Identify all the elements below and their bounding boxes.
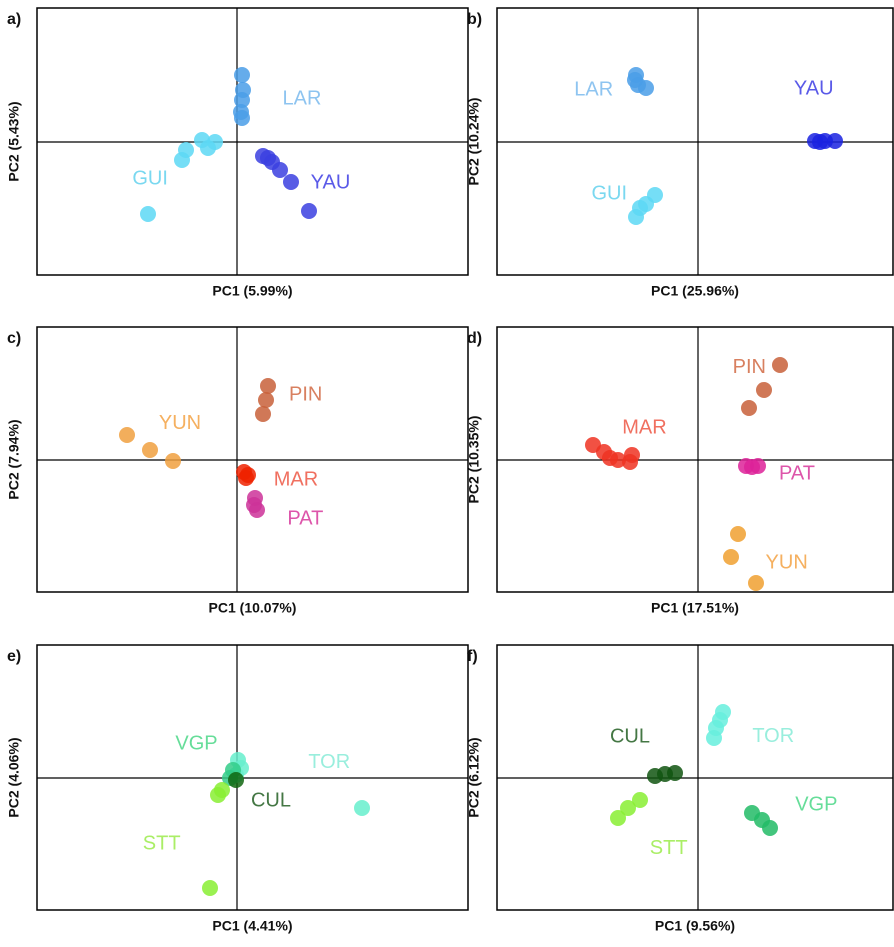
panel-label: c) xyxy=(7,330,21,347)
point xyxy=(255,406,271,422)
y-axis-label: PC2 (10.24%) xyxy=(466,98,482,186)
group-label: YAU xyxy=(311,171,351,193)
group-label: VGP xyxy=(175,732,217,754)
x-axis-label: PC1 (4.41%) xyxy=(212,918,292,934)
point xyxy=(194,132,210,148)
point xyxy=(610,452,626,468)
point xyxy=(240,467,256,483)
point xyxy=(258,392,274,408)
point xyxy=(246,497,262,513)
group-label: YUN xyxy=(766,551,808,573)
panel-label: d) xyxy=(467,330,482,347)
point xyxy=(627,72,643,88)
group-label: MAR xyxy=(274,468,318,490)
point xyxy=(741,400,757,416)
group-label: LAR xyxy=(574,78,613,100)
point xyxy=(762,820,778,836)
point xyxy=(827,133,843,149)
y-axis-label: PC2 (7.94%) xyxy=(6,419,22,499)
point xyxy=(638,80,654,96)
group-label: PIN xyxy=(289,383,322,405)
point xyxy=(228,772,244,788)
y-axis-label: PC2 (5.43%) xyxy=(6,101,22,181)
panel-label: b) xyxy=(467,11,482,28)
group-label: YAU xyxy=(794,78,834,100)
point xyxy=(210,787,226,803)
y-axis-label: PC2 (6.12%) xyxy=(466,737,482,817)
point xyxy=(750,458,766,474)
point xyxy=(207,134,223,150)
group-label: TOR xyxy=(308,751,350,773)
group-label: PAT xyxy=(287,508,323,530)
panel-label: f) xyxy=(467,648,478,665)
x-axis-label: PC1 (9.56%) xyxy=(655,918,735,934)
point xyxy=(119,427,135,443)
point xyxy=(624,447,640,463)
panel-label: a) xyxy=(7,11,21,28)
group-label: VGP xyxy=(795,794,837,816)
point xyxy=(632,792,648,808)
group-label: GUI xyxy=(132,167,168,189)
point xyxy=(202,880,218,896)
group-label: STT xyxy=(143,833,181,855)
x-axis-label: PC1 (17.51%) xyxy=(651,600,739,616)
group-label: TOR xyxy=(752,725,794,747)
group-label: PIN xyxy=(733,356,766,378)
x-axis-label: PC1 (5.99%) xyxy=(212,283,292,299)
point xyxy=(647,187,663,203)
point xyxy=(272,162,288,178)
point xyxy=(667,765,683,781)
point xyxy=(620,800,636,816)
y-axis-label: PC2 (4.06%) xyxy=(6,737,22,817)
point xyxy=(142,442,158,458)
point xyxy=(301,203,317,219)
group-label: CUL xyxy=(610,726,650,748)
point xyxy=(234,110,250,126)
point xyxy=(708,720,724,736)
point xyxy=(812,134,828,150)
point xyxy=(165,453,181,469)
point xyxy=(723,549,739,565)
point xyxy=(354,800,370,816)
group-label: LAR xyxy=(283,87,322,109)
point xyxy=(748,575,764,591)
y-axis-label: PC2 (10.35%) xyxy=(466,416,482,504)
panel-label: e) xyxy=(7,648,21,665)
point xyxy=(283,174,299,190)
point xyxy=(234,92,250,108)
group-label: YUN xyxy=(159,412,201,434)
point xyxy=(730,526,746,542)
point xyxy=(260,150,276,166)
group-label: GUI xyxy=(591,182,627,204)
x-axis-label: PC1 (10.07%) xyxy=(209,600,297,616)
group-label: STT xyxy=(650,837,688,859)
group-label: PAT xyxy=(779,463,815,485)
point xyxy=(610,810,626,826)
group-label: CUL xyxy=(251,789,291,811)
point xyxy=(178,142,194,158)
point xyxy=(140,206,156,222)
point xyxy=(260,378,276,394)
group-label: MAR xyxy=(622,417,666,439)
point xyxy=(234,67,250,83)
point xyxy=(756,382,772,398)
point xyxy=(715,704,731,720)
point xyxy=(772,357,788,373)
x-axis-label: PC1 (25.96%) xyxy=(651,283,739,299)
